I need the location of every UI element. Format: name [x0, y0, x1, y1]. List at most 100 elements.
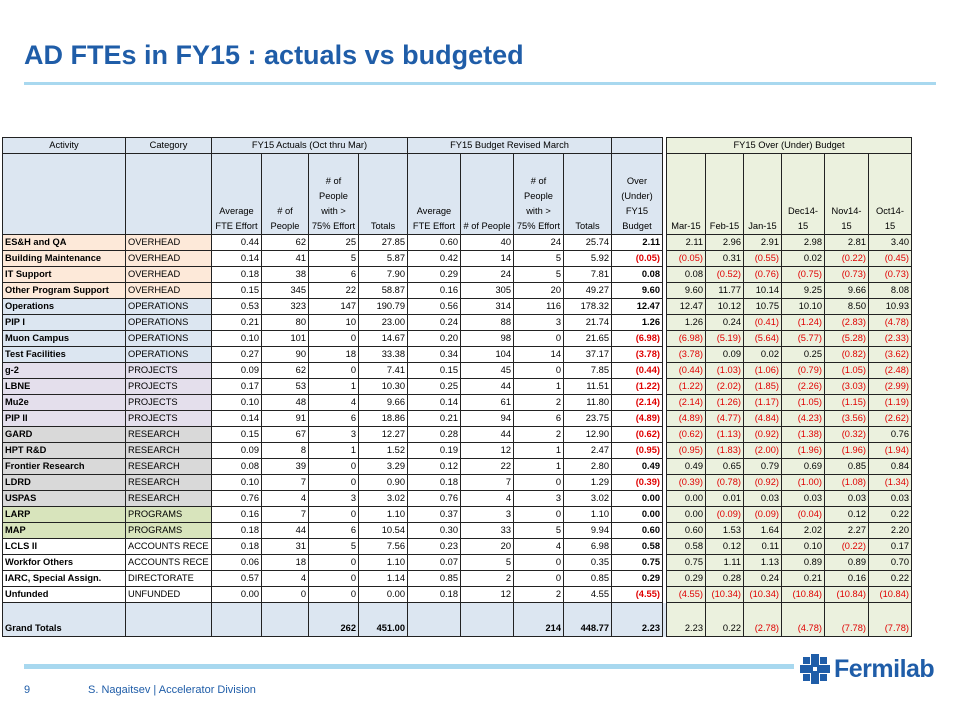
monthly-over-under-cell: 0.22 [868, 570, 912, 587]
actual-avg-fte-cell: 0.14 [211, 410, 262, 427]
actual-people-75-cell: 6 [308, 410, 359, 427]
table-row: Operations OPERATIONS 0.53 323 147 190.79 0.56… [2, 298, 912, 315]
table-row: IARC, Special Assign. DIRECTORATE 0.57 4 0 1.… [2, 570, 912, 587]
actual-people-75-cell: 5 [308, 250, 359, 267]
monthly-over-under-cell: (0.41) [743, 314, 782, 331]
activity-cell: Other Program Support [2, 282, 126, 299]
monthly-over-under-cell: (2.00) [743, 442, 782, 459]
monthly-over-under-cell: (5.64) [743, 330, 782, 347]
budget-people-75-cell: 0 [513, 554, 564, 571]
budget-totals-cell: 178.32 [563, 298, 612, 315]
slide-title: AD FTEs in FY15 : actuals vs budgeted [24, 40, 524, 70]
activity-cell: Workfor Others [2, 554, 126, 571]
monthly-over-under-cell: 0.25 [781, 346, 825, 363]
over-under-budget-cell: 2.11 [611, 234, 663, 251]
actual-avg-fte-cell: 0.09 [211, 442, 262, 459]
budget-totals-cell: 11.80 [563, 394, 612, 411]
budget-people-cell: 33 [460, 522, 514, 539]
monthly-over-under-cell: (0.22) [824, 250, 869, 267]
actual-totals-cell: 7.90 [358, 266, 408, 283]
budget-totals-cell: 0.85 [563, 570, 612, 587]
activity-cell: LDRD [2, 474, 126, 491]
table-row: LBNE PROJECTS 0.17 53 1 10.30 0.25 44 1 11.51 (1.2… [2, 378, 912, 395]
monthly-over-under-cell: 0.03 [868, 490, 912, 507]
table-row: Unfunded UNFUNDED 0.00 0 0 0.00 0.18 12 2 4.55 (4.… [2, 586, 912, 603]
actual-avg-fte-cell: 0.27 [211, 346, 262, 363]
budget-people-75-total: 214 [513, 602, 564, 637]
monthly-over-under-cell: (0.76) [743, 266, 782, 283]
over-under-budget-cell: (3.78) [611, 346, 663, 363]
over-under-budget-cell: 0.75 [611, 554, 663, 571]
budget-people-75-cell: 3 [513, 490, 564, 507]
monthly-over-under-cell: (0.73) [868, 266, 912, 283]
page-number: 9 [24, 684, 31, 696]
monthly-over-under-cell: (2.26) [781, 378, 825, 395]
budget-people-cell: 7 [460, 474, 514, 491]
header-activity: Activity [2, 137, 126, 154]
header-over-budget: FY15 Over (Under) Budget [666, 137, 912, 154]
monthly-over-under-cell: 0.58 [666, 538, 706, 555]
actual-people-75-cell: 4 [308, 394, 359, 411]
monthly-over-under-cell: (4.23) [781, 410, 825, 427]
monthly-over-under-total: (2.78) [743, 602, 782, 637]
actual-people-75-cell: 6 [308, 266, 359, 283]
monthly-over-under-cell: 2.98 [781, 234, 825, 251]
actual-people-cell: 18 [261, 554, 309, 571]
monthly-over-under-cell: (0.52) [705, 266, 744, 283]
actual-people-cell: 101 [261, 330, 309, 347]
category-cell: OVERHEAD [125, 266, 212, 283]
category-cell: RESEARCH [125, 442, 212, 459]
budget-people-cell: 44 [460, 378, 514, 395]
budget-people-cell: 5 [460, 554, 514, 571]
activity-cell: Mu2e [2, 394, 126, 411]
budget-totals-cell: 49.27 [563, 282, 612, 299]
subheader-category-blank [125, 153, 212, 235]
budget-people-cell: 14 [460, 250, 514, 267]
budget-people-cell: 94 [460, 410, 514, 427]
actual-totals-cell: 27.85 [358, 234, 408, 251]
actual-totals-cell: 190.79 [358, 298, 408, 315]
monthly-over-under-cell: 0.24 [705, 314, 744, 331]
table-row: PIP I OPERATIONS 0.21 80 10 23.00 0.24 88 3 21.74… [2, 314, 912, 331]
header-over-blank [611, 137, 663, 154]
monthly-over-under-total: 0.22 [705, 602, 744, 637]
budget-totals-cell: 0.35 [563, 554, 612, 571]
budget-people-cell: 305 [460, 282, 514, 299]
actual-totals-cell: 23.00 [358, 314, 408, 331]
subheader-oct14-15: Oct14-15 [868, 153, 912, 235]
actual-avg-fte-cell: 0.44 [211, 234, 262, 251]
actual-avg-fte-cell: 0.14 [211, 250, 262, 267]
monthly-over-under-cell: (4.84) [743, 410, 782, 427]
actual-totals-cell: 0.90 [358, 474, 408, 491]
actual-people-cell: 62 [261, 234, 309, 251]
budget-avg-fte-cell: 0.16 [407, 282, 461, 299]
actual-people-cell: 8 [261, 442, 309, 459]
table-row: Building Maintenance OVERHEAD 0.14 41 5 5.87 0… [2, 250, 912, 267]
budget-totals-cell: 2.47 [563, 442, 612, 459]
budget-avg-fte-cell: 0.34 [407, 346, 461, 363]
category-cell: RESEARCH [125, 474, 212, 491]
monthly-over-under-cell: 0.09 [705, 346, 744, 363]
table-row: Workfor Others ACCOUNTS RECE 0.06 18 0 1.10 0.… [2, 554, 912, 571]
monthly-over-under-cell: 0.10 [781, 538, 825, 555]
budget-avg-fte-cell: 0.24 [407, 314, 461, 331]
activity-cell: GARD [2, 426, 126, 443]
budget-avg-fte-cell: 0.19 [407, 442, 461, 459]
actual-people-75-cell: 3 [308, 490, 359, 507]
monthly-over-under-cell: (2.33) [868, 330, 912, 347]
actual-totals-total: 451.00 [358, 602, 408, 637]
monthly-over-under-cell: (1.34) [868, 474, 912, 491]
budget-people-cell: 2 [460, 570, 514, 587]
table-row: IT Support OVERHEAD 0.18 38 6 7.90 0.29 24 5 7.81… [2, 266, 912, 283]
budget-people-75-cell: 6 [513, 410, 564, 427]
monthly-over-under-cell: 0.16 [824, 570, 869, 587]
over-under-budget-cell: 0.00 [611, 506, 663, 523]
monthly-over-under-cell: (1.00) [781, 474, 825, 491]
monthly-over-under-cell: 0.49 [666, 458, 706, 475]
monthly-over-under-cell: 8.50 [824, 298, 869, 315]
actual-people-cell: 67 [261, 426, 309, 443]
monthly-over-under-cell: (0.79) [781, 362, 825, 379]
category-cell: UNFUNDED [125, 586, 212, 603]
subheader-feb-15: Feb-15 [705, 153, 744, 235]
budget-people-75-cell: 0 [513, 362, 564, 379]
